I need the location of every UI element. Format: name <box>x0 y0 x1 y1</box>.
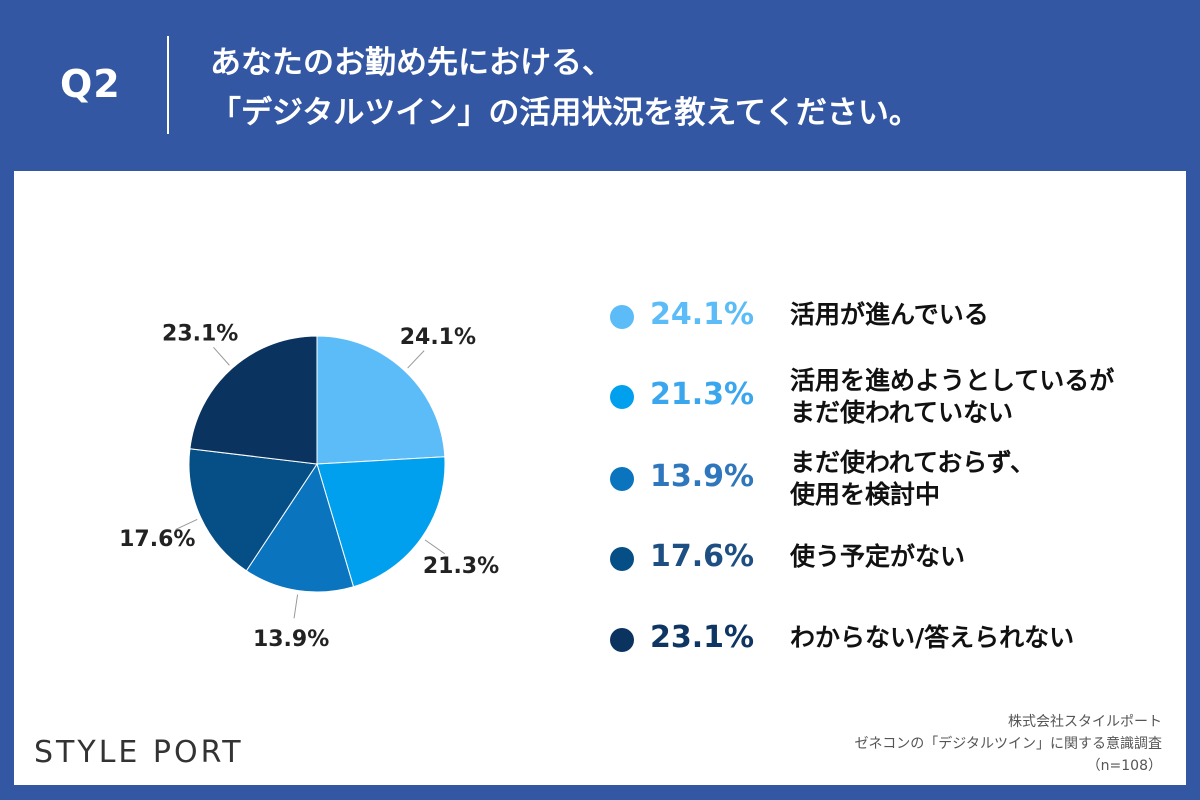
leader-line-3 <box>293 594 299 619</box>
data-label-4: 17.6% <box>119 527 195 552</box>
pie-slice-3 <box>245 462 355 593</box>
question-title-line-1: あなたのお勤め先における、 <box>210 45 613 81</box>
legend-label-4: 使う予定がない <box>790 541 1170 573</box>
legend-label-1: 活用が進んでいる <box>790 299 1170 331</box>
legend-label-3: まだ使われておらず、 使用を検討中 <box>790 447 1170 511</box>
legend-dot-3 <box>610 467 634 491</box>
chart-card: 24.1% 21.3% 13.9% 17.6% 23.1% 24.1% 活用が進んでいる… <box>14 171 1186 785</box>
question-title: あなたのお勤め先における、 「デジタルツイン」の活用状況を教えてください。 <box>210 38 1170 138</box>
legend-label-1-line-1: 活用が進んでいる <box>790 300 989 329</box>
legend-value-1: 24.1% <box>650 297 755 332</box>
legend-item-3: 13.9% まだ使われておらず、 使用を検討中 <box>610 447 1170 511</box>
legend-dot-1 <box>610 305 634 329</box>
legend-item-2: 21.3% 活用を進めようとしているが まだ使われていない <box>610 365 1170 429</box>
pie-slice-4 <box>188 448 318 572</box>
header: Q2 あなたのお勤め先における、 「デジタルツイン」の活用状況を教えてください。 <box>0 0 1200 168</box>
header-divider <box>167 36 169 134</box>
source-company: 株式会社スタイルポート <box>1008 714 1162 730</box>
leader-line-1 <box>407 350 425 369</box>
style-port-logo: STYLE PORT <box>34 735 244 770</box>
legend-label-3-line-1: まだ使われておらず、 <box>790 448 1036 477</box>
legend-label-2-line-1: 活用を進めようとしているが <box>790 366 1115 395</box>
data-label-5: 23.1% <box>162 321 238 346</box>
question-number: Q2 <box>60 62 121 106</box>
legend-value-4: 17.6% <box>650 539 755 574</box>
source-survey: ゼネコンの「デジタルツイン」に関する意識調査 <box>854 736 1162 752</box>
legend-label-5: わからない/答えられない <box>790 622 1170 654</box>
data-label-1: 24.1% <box>400 325 476 350</box>
leader-line-4 <box>175 518 198 530</box>
legend-value-3: 13.9% <box>650 459 755 494</box>
pie-slice-5 <box>189 335 318 465</box>
pie-slice-1 <box>316 335 446 465</box>
legend-dot-5 <box>610 628 634 652</box>
pie-slice-2 <box>316 456 446 588</box>
legend-label-2: 活用を進めようとしているが まだ使われていない <box>790 365 1170 429</box>
legend-label-3-line-2: 使用を検討中 <box>790 480 941 509</box>
data-label-2: 21.3% <box>423 554 499 579</box>
data-label-3: 13.9% <box>253 627 329 652</box>
pie-chart: 24.1% 21.3% 13.9% 17.6% 23.1% <box>119 321 499 652</box>
leader-line-5 <box>213 346 230 366</box>
leader-line-2 <box>424 539 445 555</box>
source-sample-size: （n=108） <box>1086 758 1162 774</box>
legend-label-4-line-1: 使う予定がない <box>790 542 966 571</box>
legend-value-5: 23.1% <box>650 620 755 655</box>
legend-label-5-line-1: わからない/答えられない <box>790 623 1075 652</box>
legend-dot-4 <box>610 547 634 571</box>
legend-value-2: 21.3% <box>650 377 755 412</box>
question-title-line-2: 「デジタルツイン」の活用状況を教えてください。 <box>210 95 920 131</box>
legend-dot-2 <box>610 385 634 409</box>
legend-item-1: 24.1% 活用が進んでいる <box>610 285 1170 349</box>
legend: 24.1% 活用が進んでいる 21.3% 活用を進めようとしているが まだ使われ… <box>14 171 1186 785</box>
source-note: 株式会社スタイルポート ゼネコンの「デジタルツイン」に関する意識調査 （n=10… <box>855 711 1162 777</box>
legend-item-5: 23.1% わからない/答えられない <box>610 608 1170 672</box>
legend-item-4: 17.6% 使う予定がない <box>610 527 1170 591</box>
legend-label-2-line-2: まだ使われていない <box>790 398 1014 427</box>
